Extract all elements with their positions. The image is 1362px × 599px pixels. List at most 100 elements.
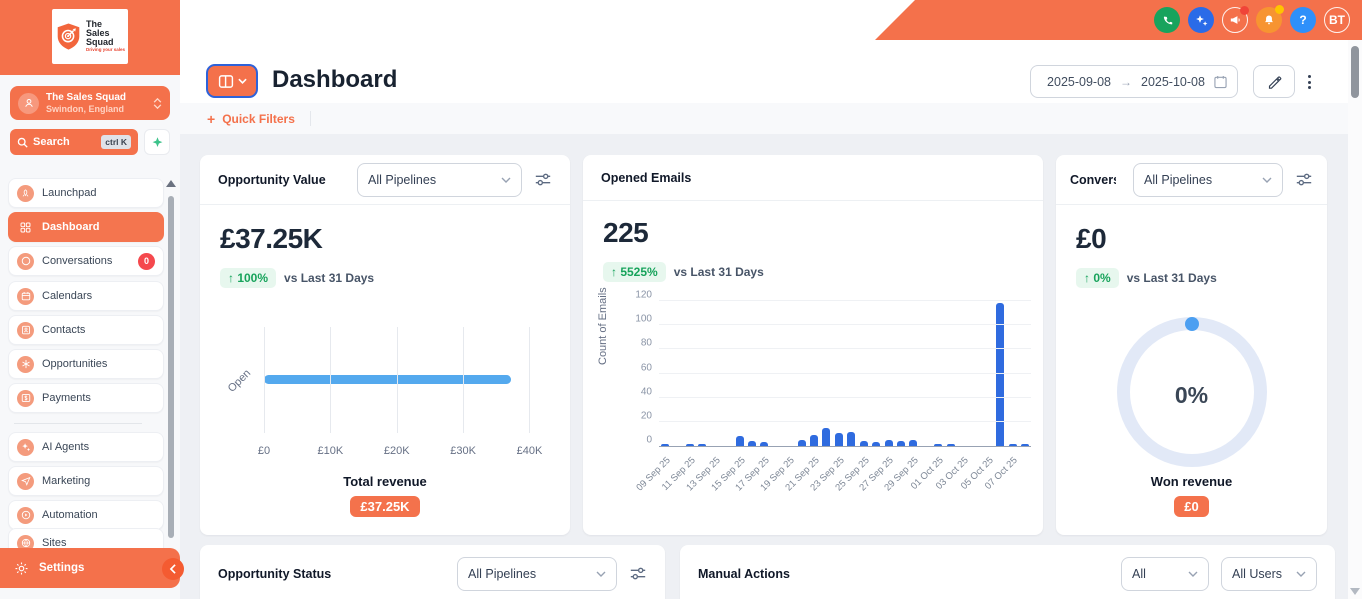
total-revenue-label: Total revenue xyxy=(343,474,427,489)
delta-badge: ↑ 100% xyxy=(220,268,277,288)
page-title: Dashboard xyxy=(272,66,398,93)
more-options-button[interactable] xyxy=(1302,71,1316,93)
dashboard-grid-icon xyxy=(17,219,34,236)
card-title: Opportunity Value xyxy=(218,172,326,187)
announcements-alert-dot xyxy=(1240,6,1249,15)
globe-icon xyxy=(17,534,34,552)
user-avatar[interactable]: BT xyxy=(1324,7,1350,33)
vs-label: vs Last 31 Days xyxy=(673,265,764,279)
donut-percent-label: 0% xyxy=(1174,382,1209,408)
edit-dashboard-button[interactable] xyxy=(1253,65,1295,98)
email-count-bar[interactable] xyxy=(859,441,868,446)
y-axis-title: Count of Emails xyxy=(597,287,609,365)
email-count-bar[interactable] xyxy=(797,439,806,446)
pipeline-select[interactable]: All Pipelines xyxy=(1133,162,1283,197)
action-type-select[interactable]: All xyxy=(1121,556,1209,591)
sidebar-item-ai-agents[interactable]: AI Agents xyxy=(8,432,164,462)
sidebar-item-label: AI Agents xyxy=(42,441,90,453)
email-count-bar[interactable] xyxy=(896,441,905,446)
sidebar-collapse-button[interactable] xyxy=(162,558,184,580)
account-avatar-icon xyxy=(18,92,39,114)
card-title: Opportunity Status xyxy=(218,566,332,581)
scrollbar-thumb[interactable] xyxy=(1351,46,1359,98)
kpi-value: £0 xyxy=(1076,223,1107,254)
quick-filters-button[interactable]: Quick Filters xyxy=(222,111,295,126)
email-count-bar[interactable] xyxy=(748,441,757,446)
account-switcher[interactable]: The Sales Squad Swindon, England xyxy=(10,86,170,120)
email-count-bar[interactable] xyxy=(661,443,670,446)
filter-sliders-icon[interactable] xyxy=(629,566,647,581)
ai-assistant-button[interactable] xyxy=(144,129,170,155)
sidebar-item-contacts[interactable]: Contacts xyxy=(8,315,164,345)
select-value: All Pipelines xyxy=(468,566,537,581)
open-value-bar[interactable] xyxy=(264,375,512,384)
search-shortcut-badge: ctrl K xyxy=(101,135,131,149)
email-count-bar[interactable] xyxy=(1008,443,1017,446)
card-title: Conversi xyxy=(1070,172,1116,187)
sidebar-item-label: Launchpad xyxy=(42,187,97,199)
email-count-bar[interactable] xyxy=(872,442,881,446)
filter-sliders-icon[interactable] xyxy=(1295,172,1313,187)
scroll-up-arrow-icon[interactable] xyxy=(166,180,176,187)
email-count-bar[interactable] xyxy=(909,439,918,446)
pipeline-select[interactable]: All Pipelines xyxy=(357,162,522,197)
users-select[interactable]: All Users xyxy=(1221,556,1317,591)
email-count-bar[interactable] xyxy=(1020,443,1029,446)
sidebar-item-automation[interactable]: Automation xyxy=(8,500,164,530)
date-range-picker[interactable]: 2025-09-08 → 2025-10-08 xyxy=(1030,65,1238,98)
email-count-bar[interactable] xyxy=(810,435,819,446)
scroll-down-arrow-icon[interactable] xyxy=(1350,588,1360,595)
sidebar-scrollbar[interactable] xyxy=(168,196,174,538)
chevron-down-icon xyxy=(596,571,606,577)
email-count-bar[interactable] xyxy=(686,443,695,446)
email-count-bar[interactable] xyxy=(996,303,1005,446)
email-count-bar[interactable] xyxy=(834,432,843,446)
sidebar-item-marketing[interactable]: Marketing xyxy=(8,466,164,496)
kpi-value: 225 xyxy=(603,217,649,248)
manual-actions-card: Manual Actions All All Users xyxy=(680,545,1335,599)
email-count-bar[interactable] xyxy=(822,427,831,446)
email-count-bar[interactable] xyxy=(847,431,856,446)
email-count-bar[interactable] xyxy=(946,443,955,446)
search-input[interactable]: Search ctrl K xyxy=(10,129,138,155)
conversations-count-badge: 0 xyxy=(138,252,155,270)
question-mark-icon: ? xyxy=(1299,13,1307,27)
date-from: 2025-09-08 xyxy=(1047,74,1111,89)
dashboard-switcher-button[interactable] xyxy=(206,64,258,98)
opened-emails-chart: 0 20 40 60 80 100 120 xyxy=(635,290,1031,447)
page-header: Dashboard 2025-09-08 → 2025-10-08 xyxy=(180,40,1362,103)
email-count-bar[interactable] xyxy=(698,443,707,446)
topbar: ? BT xyxy=(180,0,1362,40)
phone-icon xyxy=(1163,16,1172,24)
sidebar-item-conversations[interactable]: Conversations 0 xyxy=(8,246,164,276)
filter-sliders-icon[interactable] xyxy=(534,172,552,187)
chevron-down-icon xyxy=(1188,571,1198,577)
logo-word: Squad xyxy=(85,37,114,47)
sidebar-item-launchpad[interactable]: Launchpad xyxy=(8,178,164,208)
vs-label: vs Last 31 Days xyxy=(1126,271,1217,285)
email-count-bar[interactable] xyxy=(934,443,943,446)
phone-button[interactable] xyxy=(1154,7,1180,33)
page-scrollbar[interactable] xyxy=(1348,40,1362,599)
email-count-bar[interactable] xyxy=(884,439,893,446)
announcements-button[interactable] xyxy=(1222,6,1249,33)
sidebar-item-label: Sites xyxy=(42,537,67,549)
email-count-bar[interactable] xyxy=(760,442,769,446)
sidebar-item-payments[interactable]: Payments xyxy=(8,383,164,413)
notifications-button[interactable] xyxy=(1256,5,1284,33)
plus-icon[interactable]: + xyxy=(207,110,216,127)
sidebar: The Sales Squad Driving your sales The S… xyxy=(0,0,184,599)
ai-sparkles-button[interactable] xyxy=(1188,7,1214,33)
sidebar-item-opportunities[interactable]: Opportunities xyxy=(8,349,164,379)
help-button[interactable]: ? xyxy=(1290,7,1316,33)
quick-filters-divider xyxy=(309,111,311,126)
brand-logo: The Sales Squad Driving your sales xyxy=(52,9,128,64)
sidebar-item-calendars[interactable]: Calendars xyxy=(8,281,164,311)
email-count-bar[interactable] xyxy=(735,436,744,446)
sidebar-item-dashboard[interactable]: Dashboard xyxy=(8,212,164,242)
pipeline-select[interactable]: All Pipelines xyxy=(457,556,617,591)
sidebar-item-label: Contacts xyxy=(42,324,86,336)
donut-marker-dot xyxy=(1184,317,1199,331)
opportunity-value-chart xyxy=(264,327,556,433)
sidebar-item-settings[interactable]: Settings xyxy=(0,548,180,588)
